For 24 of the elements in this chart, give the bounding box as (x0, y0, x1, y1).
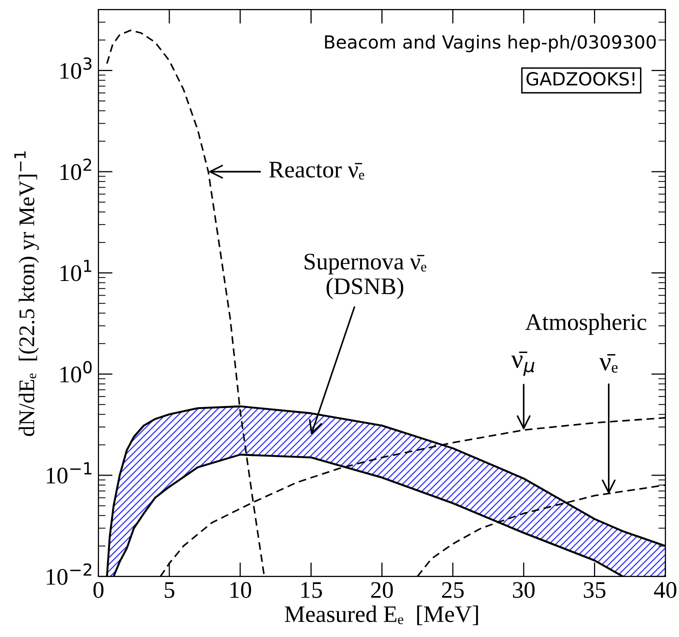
x-tick-label: 40 (654, 582, 676, 598)
y-tick-label: 10$^{−2}$ (46, 563, 92, 585)
x-tick-label: 0 (93, 582, 104, 598)
y-tick-label: 10$^{1}$ (60, 260, 92, 282)
x-tick-label: 30 (513, 582, 535, 598)
annotation: GADZOOKS! (526, 72, 634, 86)
annotation: Atmospheric (525, 313, 646, 335)
annotation: ν̄ₑ (599, 354, 618, 373)
annotation: Reactor ν̄ₑ (269, 162, 364, 180)
annotation: Beacom and Vagins hep-ph/0309300 (325, 34, 656, 52)
annotation: ν̄$_{μ}$ (511, 352, 534, 376)
x-tick-label: 5 (164, 582, 174, 598)
y-tick-label: 10$^{3}$ (60, 57, 92, 79)
y-tick-label: 10$^{2}$ (60, 158, 92, 180)
x-tick-label: 10 (230, 582, 252, 598)
x-tick-label: 20 (371, 582, 393, 598)
y-axis-title: dN/dEₑ [(22.5 kton) yr MeV]$^{−1}$ (14, 151, 39, 436)
y-tick-label: 10$^{0}$ (60, 360, 92, 382)
x-tick-label: 15 (301, 582, 322, 598)
x-axis-title: Measured Eₑ [MeV] (284, 606, 478, 626)
y-tick-label: 10$^{−1}$ (46, 462, 92, 484)
x-tick-label: 25 (442, 582, 464, 598)
x-tick-label: 35 (584, 582, 606, 598)
annotation: Supernova ν̄ₑ (DSNB) (304, 254, 426, 300)
